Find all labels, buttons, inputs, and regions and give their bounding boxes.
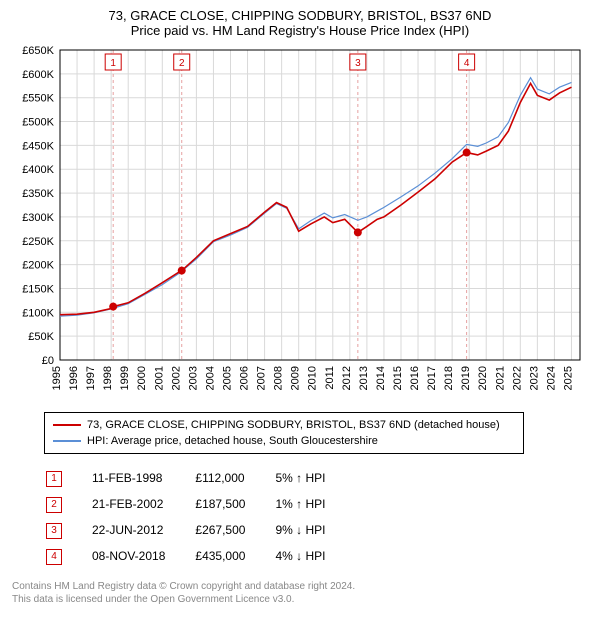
marker-date: 08-NOV-2018 — [92, 544, 193, 568]
svg-text:£500K: £500K — [22, 117, 54, 129]
svg-text:£650K: £650K — [22, 45, 54, 57]
svg-text:2011: 2011 — [324, 366, 336, 390]
svg-text:2001: 2001 — [153, 366, 165, 390]
svg-text:2014: 2014 — [375, 366, 387, 390]
svg-text:2024: 2024 — [545, 366, 557, 390]
svg-text:1: 1 — [110, 58, 116, 69]
svg-text:2017: 2017 — [426, 366, 438, 390]
svg-text:2: 2 — [179, 58, 185, 69]
svg-text:2018: 2018 — [443, 366, 455, 390]
svg-text:£300K: £300K — [22, 212, 54, 224]
svg-text:2020: 2020 — [477, 366, 489, 390]
attribution-footer: Contains HM Land Registry data © Crown c… — [12, 580, 588, 606]
svg-text:£50K: £50K — [28, 331, 54, 343]
legend-row: HPI: Average price, detached house, Sout… — [53, 433, 515, 449]
footer-line1: Contains HM Land Registry data © Crown c… — [12, 580, 588, 593]
svg-text:4: 4 — [464, 58, 470, 69]
svg-text:2005: 2005 — [221, 366, 233, 390]
svg-text:2022: 2022 — [511, 366, 523, 390]
legend-label: HPI: Average price, detached house, Sout… — [87, 435, 378, 447]
table-row: 2 21-FEB-2002£187,5001% ↑ HPI — [46, 492, 353, 516]
svg-text:£200K: £200K — [22, 260, 54, 272]
svg-text:2002: 2002 — [170, 366, 182, 390]
marker-badge: 4 — [46, 549, 62, 565]
chart-area: 1 2 3 4 £0 £50K £100K £150K £200K £250K £300K £350K… — [12, 44, 588, 404]
marker-delta: 1% ↑ HPI — [275, 492, 353, 516]
marker-price: £187,500 — [195, 492, 273, 516]
svg-text:2007: 2007 — [256, 366, 268, 390]
table-row: 4 08-NOV-2018£435,0004% ↓ HPI — [46, 544, 353, 568]
marker-badge: 1 — [46, 471, 62, 487]
marker-price: £267,500 — [195, 518, 273, 542]
table-row: 1 11-FEB-1998£112,0005% ↑ HPI — [46, 466, 353, 490]
svg-text:2008: 2008 — [273, 366, 285, 390]
marker-price: £435,000 — [195, 544, 273, 568]
svg-text:£600K: £600K — [22, 69, 54, 81]
svg-text:2012: 2012 — [341, 366, 353, 390]
marker-price: £112,000 — [195, 466, 273, 490]
svg-text:2006: 2006 — [239, 366, 251, 390]
marker-badge: 2 — [46, 497, 62, 513]
svg-text:£250K: £250K — [22, 236, 54, 248]
footer-line2: This data is licensed under the Open Gov… — [12, 593, 588, 606]
marker-date: 21-FEB-2002 — [92, 492, 193, 516]
svg-text:£100K: £100K — [22, 307, 54, 319]
legend-row: 73, GRACE CLOSE, CHIPPING SODBURY, BRIST… — [53, 417, 515, 433]
svg-text:2015: 2015 — [392, 366, 404, 390]
svg-text:2023: 2023 — [528, 366, 540, 390]
svg-text:£450K: £450K — [22, 140, 54, 152]
svg-text:1997: 1997 — [85, 366, 97, 390]
marker-badge: 3 — [46, 523, 62, 539]
svg-text:3: 3 — [355, 58, 361, 69]
price-chart: 1 2 3 4 £0 £50K £100K £150K £200K £250K £300K £350K… — [12, 44, 588, 404]
svg-text:1998: 1998 — [102, 366, 114, 390]
svg-text:2000: 2000 — [136, 366, 148, 390]
svg-text:1995: 1995 — [51, 366, 63, 390]
svg-text:£150K: £150K — [22, 283, 54, 295]
svg-text:2004: 2004 — [204, 366, 216, 390]
svg-text:2021: 2021 — [494, 366, 506, 390]
svg-text:2003: 2003 — [187, 366, 199, 390]
svg-text:2019: 2019 — [460, 366, 472, 390]
legend-swatch — [53, 424, 81, 426]
svg-text:2016: 2016 — [409, 366, 421, 390]
svg-text:2010: 2010 — [307, 366, 319, 390]
svg-text:2013: 2013 — [358, 366, 370, 390]
markers-table: 1 11-FEB-1998£112,0005% ↑ HPI 2 21-FEB-2002… — [44, 464, 355, 570]
marker-delta: 9% ↓ HPI — [275, 518, 353, 542]
marker-delta: 4% ↓ HPI — [275, 544, 353, 568]
marker-date: 22-JUN-2012 — [92, 518, 193, 542]
marker-delta: 5% ↑ HPI — [275, 466, 353, 490]
svg-text:£350K: £350K — [22, 188, 54, 200]
title-address: 73, GRACE CLOSE, CHIPPING SODBURY, BRIST… — [12, 8, 588, 23]
svg-text:2025: 2025 — [562, 366, 574, 390]
legend-swatch — [53, 440, 81, 442]
legend-label: 73, GRACE CLOSE, CHIPPING SODBURY, BRIST… — [87, 419, 500, 431]
svg-text:1999: 1999 — [119, 366, 131, 390]
svg-text:£0: £0 — [42, 355, 54, 367]
svg-text:1996: 1996 — [68, 366, 80, 390]
legend: 73, GRACE CLOSE, CHIPPING SODBURY, BRIST… — [44, 412, 524, 454]
marker-date: 11-FEB-1998 — [92, 466, 193, 490]
svg-text:£400K: £400K — [22, 164, 54, 176]
title-subtitle: Price paid vs. HM Land Registry's House … — [12, 23, 588, 38]
table-row: 3 22-JUN-2012£267,5009% ↓ HPI — [46, 518, 353, 542]
svg-text:2009: 2009 — [290, 366, 302, 390]
svg-text:£550K: £550K — [22, 93, 54, 105]
